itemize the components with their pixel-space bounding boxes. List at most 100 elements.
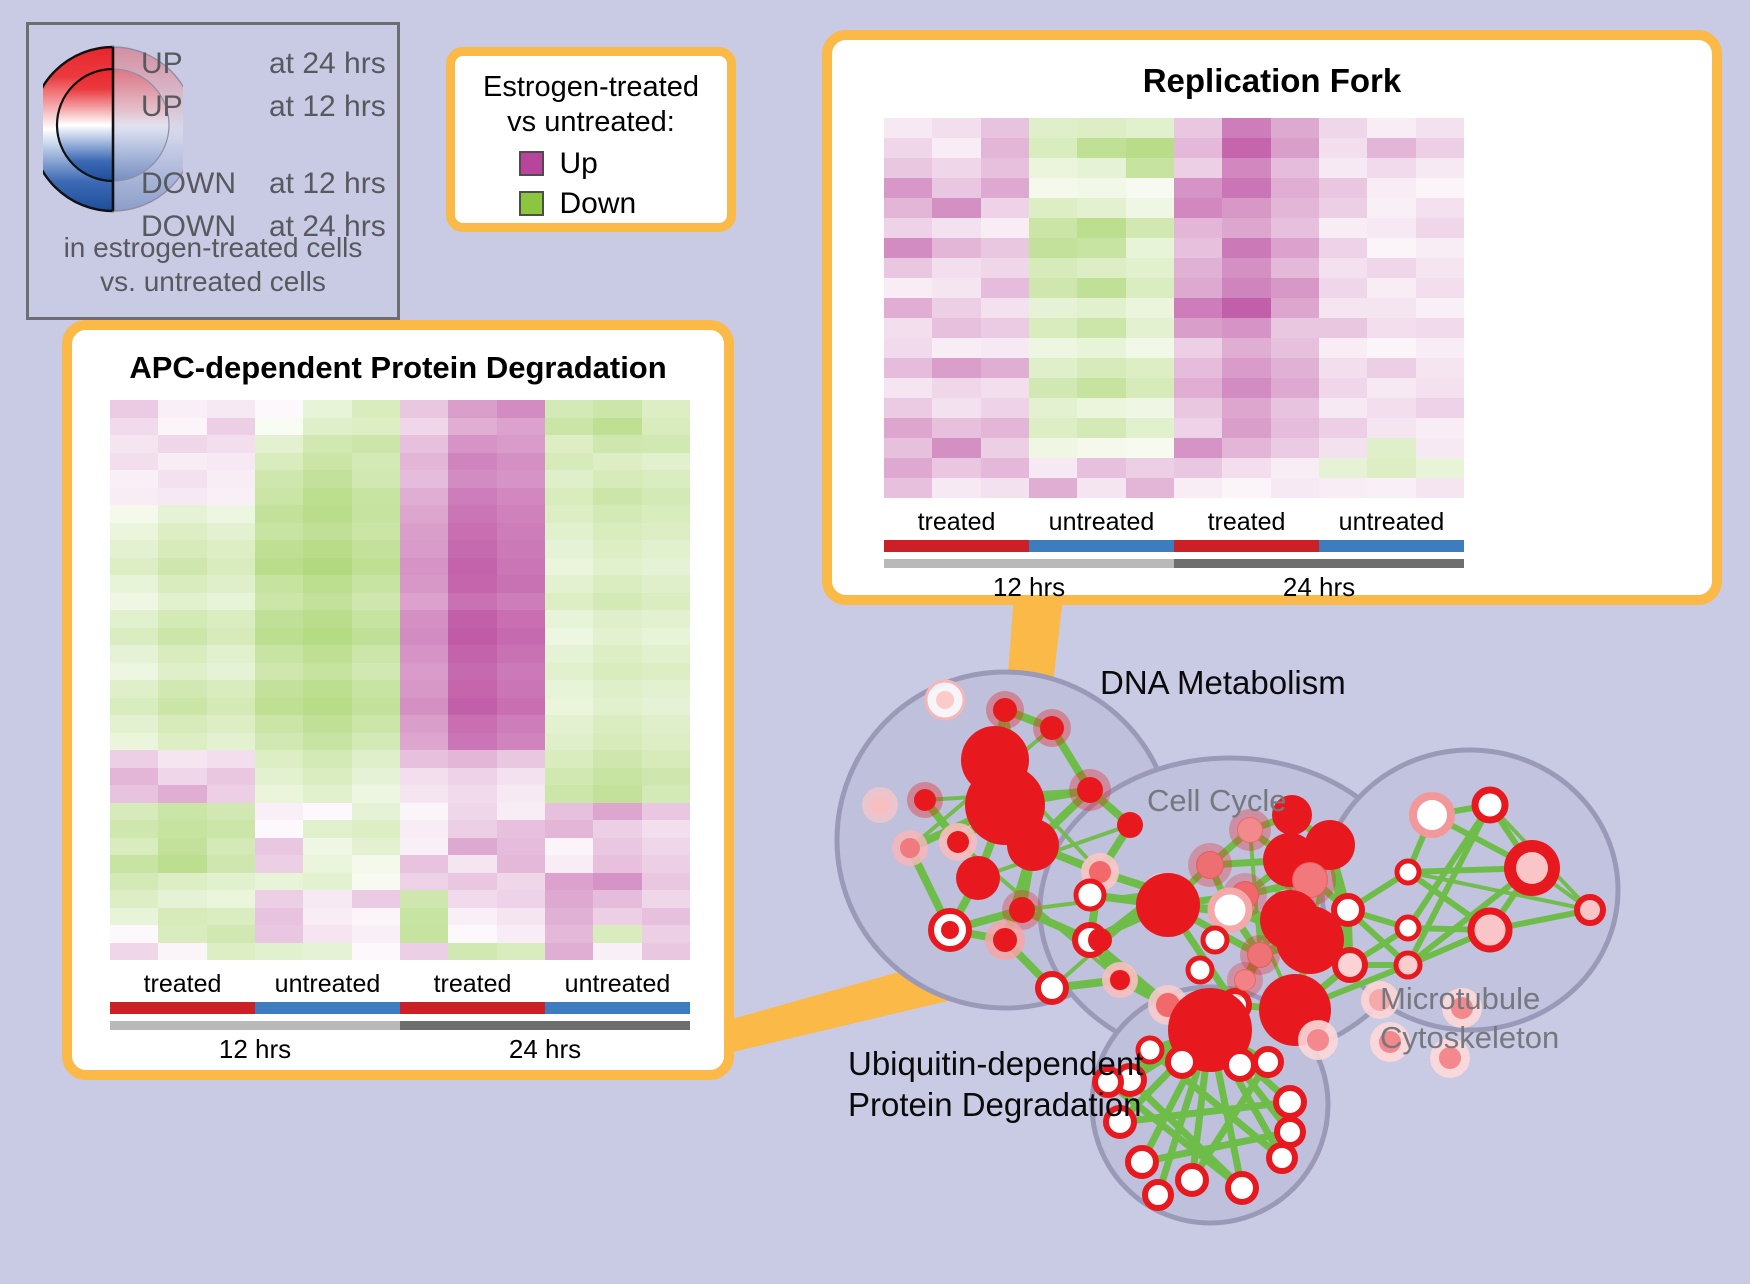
heatmap-cell xyxy=(1028,258,1078,278)
network-node[interactable] xyxy=(956,856,1000,900)
network-node[interactable] xyxy=(986,691,1024,729)
network-node[interactable] xyxy=(1207,887,1253,933)
network-node[interactable] xyxy=(1102,962,1138,998)
network-node[interactable] xyxy=(1393,950,1423,980)
network-node[interactable] xyxy=(1274,1116,1306,1148)
heatmap-cell xyxy=(1125,238,1174,258)
heatmap-cell xyxy=(884,318,933,338)
network-node[interactable] xyxy=(1007,819,1059,871)
network-node[interactable] xyxy=(1092,1066,1124,1098)
network-node[interactable] xyxy=(1200,925,1230,955)
heatmap-cell xyxy=(158,610,207,628)
heatmap-cell xyxy=(399,557,449,575)
network-node[interactable] xyxy=(1103,1105,1137,1139)
network-node[interactable] xyxy=(1298,1020,1338,1060)
heatmap-cell xyxy=(158,820,207,838)
network-node[interactable] xyxy=(1073,878,1107,912)
network-node[interactable] xyxy=(1136,873,1200,937)
network-node[interactable] xyxy=(1165,1045,1199,1079)
legend-title-line-1: Estrogen-treated xyxy=(482,71,699,103)
network-node[interactable] xyxy=(1185,955,1215,985)
heatmap-cell xyxy=(496,470,545,488)
heatmap-cell xyxy=(1222,478,1271,498)
heatmap-cell xyxy=(496,837,545,855)
heatmap-cell xyxy=(593,890,642,908)
heatmap-cell xyxy=(1028,418,1078,438)
heatmap-cell xyxy=(399,837,449,855)
heatmap-cell xyxy=(641,645,690,663)
heatmap-cell xyxy=(544,522,594,540)
heatmap-cell xyxy=(496,785,545,803)
heatmap-cell xyxy=(110,610,159,628)
network-node[interactable] xyxy=(1442,988,1482,1028)
heatmap-cell xyxy=(1125,118,1174,138)
network-node[interactable] xyxy=(1135,1035,1165,1065)
heatmap-cell xyxy=(544,715,594,733)
network-node[interactable] xyxy=(1361,981,1399,1019)
network-node[interactable] xyxy=(1227,962,1263,998)
network-node[interactable] xyxy=(939,823,977,861)
network-node[interactable] xyxy=(1394,914,1422,942)
network-node[interactable] xyxy=(928,908,972,952)
network-node[interactable] xyxy=(1223,1048,1257,1082)
network-node[interactable] xyxy=(1467,907,1513,953)
network-node[interactable] xyxy=(1273,1085,1307,1119)
network-node[interactable] xyxy=(1370,1022,1410,1062)
network-node[interactable] xyxy=(892,830,928,866)
heatmap-cell xyxy=(544,557,594,575)
network-node[interactable] xyxy=(1002,890,1042,930)
heatmap-cell xyxy=(496,487,545,505)
network-node[interactable] xyxy=(1142,1179,1174,1211)
heatmap-cell xyxy=(544,907,594,925)
network-node[interactable] xyxy=(1574,894,1606,926)
heatmap-cell xyxy=(254,575,304,593)
heatmap-cell xyxy=(448,610,497,628)
heatmap-cell xyxy=(544,872,594,890)
heatmap-cell xyxy=(1367,378,1416,398)
network-node[interactable] xyxy=(1069,769,1111,811)
network-node[interactable] xyxy=(1229,809,1271,851)
heatmap-cell xyxy=(158,540,207,558)
heatmap-cell xyxy=(1173,178,1223,198)
network-node[interactable] xyxy=(924,679,966,721)
network-node[interactable] xyxy=(1331,893,1365,927)
heatmap-cell xyxy=(110,575,159,593)
network-node[interactable] xyxy=(1033,709,1071,747)
heatmap-cell xyxy=(158,662,207,680)
heatmap-cell xyxy=(1222,358,1271,378)
network-node[interactable] xyxy=(1225,1171,1259,1205)
timepoint-label: 12 hrs xyxy=(218,1034,292,1064)
network-node[interactable] xyxy=(1471,786,1509,824)
network-node[interactable] xyxy=(1504,840,1560,896)
network-node[interactable] xyxy=(1305,820,1355,870)
network-node[interactable] xyxy=(1240,935,1280,975)
network-node[interactable] xyxy=(1252,1046,1284,1078)
network-node[interactable] xyxy=(862,787,898,823)
network-node[interactable] xyxy=(1332,947,1368,983)
network-node[interactable] xyxy=(1125,1145,1159,1179)
network-node[interactable] xyxy=(1272,795,1312,835)
network-node[interactable] xyxy=(1117,812,1143,838)
treatment-bar-untreated xyxy=(255,1002,400,1014)
network-node[interactable] xyxy=(1035,971,1069,1005)
network-node[interactable] xyxy=(985,920,1025,960)
heatmap-cell xyxy=(448,820,497,838)
network-node[interactable] xyxy=(1188,843,1232,887)
network-node[interactable] xyxy=(1409,792,1455,838)
heatmap-cell xyxy=(932,138,981,158)
network-node[interactable] xyxy=(1394,858,1422,886)
network-node[interactable] xyxy=(1175,1163,1209,1197)
network-node[interactable] xyxy=(1430,1038,1470,1078)
heatmap-cell xyxy=(980,298,1029,318)
protein-interaction-network[interactable] xyxy=(790,610,1750,1279)
heatmap-cell xyxy=(158,907,207,925)
network-node[interactable] xyxy=(1266,1142,1298,1174)
heatmap-cell xyxy=(496,627,545,645)
network-node[interactable] xyxy=(907,782,943,818)
heatmap-cell xyxy=(448,575,497,593)
heatmap-cell xyxy=(641,890,690,908)
network-node[interactable] xyxy=(1276,906,1344,974)
heatmap-cell xyxy=(932,458,981,478)
heatmap-cell xyxy=(254,627,304,645)
network-node[interactable] xyxy=(1088,928,1112,952)
